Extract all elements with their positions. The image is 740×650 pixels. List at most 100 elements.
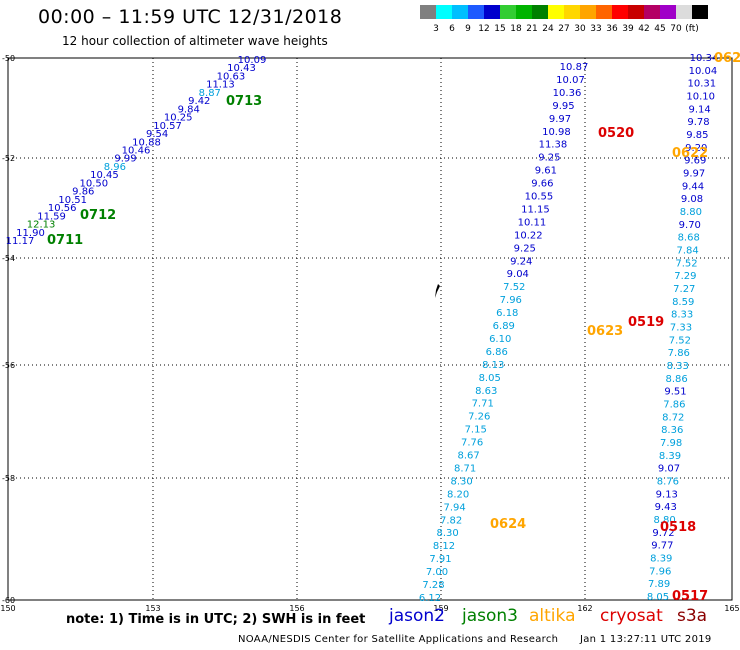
wave-height-value: 10.55 bbox=[525, 192, 554, 203]
wave-height-value: 7.52 bbox=[503, 282, 525, 293]
latitude-label: -50 bbox=[2, 54, 15, 63]
legend-label: 39 bbox=[622, 24, 634, 34]
wave-height-value: 7.15 bbox=[465, 425, 487, 436]
legend-swatch bbox=[468, 5, 484, 19]
wave-height-value: 7.52 bbox=[675, 258, 697, 269]
legend-label: 70 bbox=[670, 24, 682, 34]
pass-time-label: 062 bbox=[714, 51, 740, 66]
wave-height-value: 9.95 bbox=[552, 101, 574, 112]
legend-label: 21 bbox=[526, 24, 538, 34]
observations: 10.0910.4310.6311.138.879.429.8410.2510.… bbox=[6, 53, 719, 604]
latitude-label: -60 bbox=[2, 596, 15, 605]
wave-height-value: 8.39 bbox=[650, 554, 672, 565]
wave-height-value: 8.12 bbox=[433, 541, 455, 552]
wave-height-value: 9.97 bbox=[683, 169, 705, 180]
legend-swatch bbox=[692, 5, 708, 19]
wave-height-value: 10.11 bbox=[518, 217, 547, 228]
wave-height-value: 8.20 bbox=[447, 489, 469, 500]
longitude-label: 162 bbox=[577, 604, 592, 613]
wave-height-value: 9.25 bbox=[514, 243, 536, 254]
grid-lines bbox=[8, 58, 732, 600]
wave-height-value: 7.96 bbox=[500, 295, 522, 306]
wave-height-value: 7.94 bbox=[443, 502, 465, 513]
wave-height-value: 9.24 bbox=[510, 256, 532, 267]
wave-height-value: 8.67 bbox=[457, 451, 479, 462]
wave-height-value: 9.70 bbox=[679, 220, 701, 231]
legend-label: 24 bbox=[542, 24, 554, 34]
wave-height-value: 9.66 bbox=[531, 179, 553, 190]
legend-label: 18 bbox=[510, 24, 522, 34]
wave-height-value: 9.44 bbox=[682, 181, 704, 192]
wave-height-value: 11.17 bbox=[6, 236, 35, 247]
legend-swatch bbox=[596, 5, 612, 19]
wave-height-value: 8.30 bbox=[450, 476, 472, 487]
wave-height-value: 9.84 bbox=[178, 104, 200, 115]
wave-height-value: 8.80 bbox=[653, 515, 675, 526]
wave-height-value: 6.18 bbox=[496, 308, 518, 319]
wave-height-value: 7.33 bbox=[670, 323, 692, 334]
legend-label: 45 bbox=[654, 24, 666, 34]
legend-label: 42 bbox=[638, 24, 650, 34]
wave-height-value: 7.29 bbox=[674, 271, 696, 282]
footnote: note: 1) Time is in UTC; 2) SWH is in fe… bbox=[66, 612, 366, 627]
wave-height-value: 7.86 bbox=[668, 348, 690, 359]
wave-height-value: 8.86 bbox=[665, 374, 687, 385]
wave-height-value: 10.10 bbox=[686, 92, 715, 103]
legend-label: 12 bbox=[478, 24, 490, 34]
map-title: 00:00 – 11:59 UTC 12/31/2018 bbox=[38, 6, 343, 28]
legend-swatch bbox=[644, 5, 660, 19]
legend-swatch bbox=[612, 5, 628, 19]
wave-height-value: 6.10 bbox=[489, 334, 511, 345]
pass-time-label: 0518 bbox=[660, 520, 696, 535]
wave-height-value: 9.78 bbox=[687, 117, 709, 128]
pass-time-label: 0711 bbox=[47, 233, 83, 248]
wave-height-value: 7.28 bbox=[422, 580, 444, 591]
wave-height-value: 8.13 bbox=[482, 360, 504, 371]
wave-height-value: 6.89 bbox=[493, 321, 515, 332]
legend-cryosat: cryosat bbox=[600, 606, 663, 626]
wave-height-value: 10.34 bbox=[690, 53, 719, 64]
wave-height-value: 10.56 bbox=[48, 203, 77, 214]
map-subtitle: 12 hour collection of altimeter wave hei… bbox=[62, 34, 328, 48]
wave-height-value: 7.71 bbox=[472, 399, 494, 410]
legend-swatch bbox=[660, 5, 676, 19]
wave-height-value: 9.20 bbox=[685, 143, 707, 154]
pass-time-label: 0519 bbox=[628, 315, 664, 330]
wave-height-value: 8.76 bbox=[657, 477, 679, 488]
credit-line: NOAA/NESDIS Center for Satellite Applica… bbox=[238, 634, 559, 645]
wave-height-value: 10.98 bbox=[542, 127, 571, 138]
wave-height-value: 7.98 bbox=[660, 438, 682, 449]
wave-height-value: 10.88 bbox=[132, 137, 161, 148]
legend-swatch bbox=[532, 5, 548, 19]
wave-height-value: 10.46 bbox=[122, 146, 151, 157]
legend-swatch bbox=[484, 5, 500, 19]
wave-height-value: 10.45 bbox=[90, 170, 119, 181]
wave-height-value: 9.43 bbox=[655, 502, 677, 513]
wave-height-value: 9.72 bbox=[652, 528, 674, 539]
wave-height-value: 9.07 bbox=[658, 464, 680, 475]
legend-s3a: s3a bbox=[677, 606, 708, 626]
wave-height-value: 9.25 bbox=[538, 153, 560, 164]
wave-height-value: 9.99 bbox=[114, 154, 136, 165]
wave-height-value: 9.42 bbox=[188, 96, 210, 107]
wave-height-value: 9.61 bbox=[535, 166, 557, 177]
wave-height-value: 10.07 bbox=[556, 75, 585, 86]
legend-swatch bbox=[580, 5, 596, 19]
wave-height-value: 8.05 bbox=[647, 592, 669, 603]
wave-height-value: 11.90 bbox=[16, 228, 45, 239]
pass-time-label: 0623 bbox=[587, 324, 623, 339]
wave-height-value: 7.00 bbox=[426, 567, 448, 578]
wave-height-value: 9.51 bbox=[664, 387, 686, 398]
wave-height-value: 11.59 bbox=[37, 211, 66, 222]
wave-height-value: 7.84 bbox=[676, 246, 698, 257]
wave-height-value: 11.38 bbox=[539, 140, 568, 151]
legend-label: 30 bbox=[574, 24, 586, 34]
wave-height-value: 9.85 bbox=[686, 130, 708, 141]
wave-height-value: 12.13 bbox=[27, 220, 56, 231]
legend-swatch bbox=[500, 5, 516, 19]
wave-height-value: 10.09 bbox=[238, 55, 267, 66]
longitude-label: 159 bbox=[433, 604, 448, 613]
wave-height-value: 11.13 bbox=[206, 80, 235, 91]
wave-height-value: 8.59 bbox=[672, 297, 694, 308]
